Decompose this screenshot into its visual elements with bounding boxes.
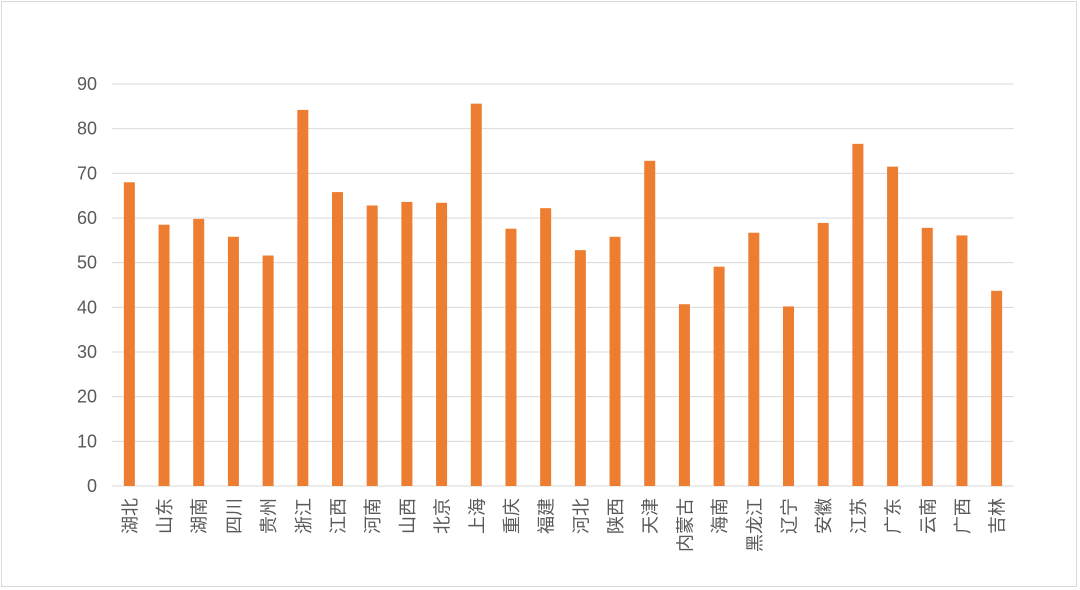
bar-内蒙古	[678, 304, 690, 486]
x-category-label: 辽宁	[780, 498, 801, 534]
bar-河南	[366, 205, 378, 486]
bar-重庆	[505, 228, 517, 486]
x-category-label: 吉林	[988, 498, 1009, 534]
x-category-label: 河北	[571, 498, 592, 534]
x-category-label: 山西	[398, 498, 419, 534]
x-category-label: 湖南	[190, 498, 211, 534]
bar-安徽	[817, 222, 829, 486]
bar-黑龙江	[748, 232, 760, 486]
x-category-label: 福建	[537, 498, 558, 534]
bar-浙江	[297, 109, 309, 486]
x-category-label: 河南	[363, 498, 384, 534]
x-category-label: 江西	[329, 498, 350, 534]
x-category-label: 浙江	[294, 498, 315, 534]
x-category-label: 山东	[155, 498, 176, 534]
bar-福建	[540, 208, 552, 486]
x-category-label: 云南	[918, 498, 939, 534]
bar-海南	[713, 266, 725, 486]
x-category-label: 内蒙古	[675, 498, 696, 552]
bar-贵州	[262, 255, 274, 486]
y-tick-label: 60	[77, 208, 97, 228]
y-tick-label: 90	[77, 74, 97, 94]
bar-云南	[921, 227, 933, 486]
bar-广西	[956, 235, 968, 486]
bar-四川	[227, 236, 239, 486]
y-tick-label: 70	[77, 163, 97, 183]
bar-湖南	[193, 218, 205, 487]
bar-山西	[401, 201, 413, 487]
x-category-label: 广东	[884, 498, 905, 534]
y-tick-label: 50	[77, 253, 97, 273]
x-category-label: 贵州	[259, 498, 280, 534]
x-category-label: 四川	[224, 498, 245, 534]
gridlines	[112, 83, 1014, 487]
bar-吉林	[991, 290, 1003, 486]
x-category-label: 湖北	[120, 498, 141, 534]
x-category-label: 北京	[433, 498, 454, 534]
x-category-label: 广西	[953, 498, 974, 534]
bar-河北	[574, 250, 586, 486]
bar-辽宁	[783, 306, 794, 486]
bar-江西	[332, 192, 343, 487]
bar-江苏	[852, 143, 864, 486]
bar-湖北	[123, 182, 135, 486]
bar-上海	[470, 103, 482, 487]
y-tick-label: 80	[77, 119, 97, 139]
bar-天津	[644, 160, 656, 486]
y-tick-label: 0	[87, 476, 97, 496]
y-tick-label: 30	[77, 342, 97, 362]
y-tick-label: 40	[77, 297, 97, 317]
x-category-label: 海南	[710, 498, 731, 534]
y-tick-label: 20	[77, 387, 97, 407]
y-axis-tick-labels: 0 10 20 30 40 50 60 70 80 90	[77, 74, 97, 496]
bar-山东	[158, 224, 170, 486]
x-category-label: 陕西	[606, 498, 627, 534]
x-category-label: 黑龙江	[745, 498, 766, 552]
x-category-label: 江苏	[849, 498, 870, 534]
bar-北京	[436, 202, 448, 486]
x-category-label: 上海	[467, 498, 488, 534]
bar-广东	[887, 166, 899, 486]
bars	[123, 103, 1003, 487]
y-tick-label: 10	[77, 431, 97, 451]
x-axis-category-labels: 湖北 山东 湖南 四川 贵州 浙江 江西 河南 山西 北京 上海 重庆 福建 河北 陕西 天津 内蒙古 海南 黑龙江…	[120, 498, 1008, 552]
x-category-label: 重庆	[502, 498, 523, 534]
bar-陕西	[609, 236, 621, 486]
x-category-label: 安徽	[814, 498, 835, 534]
x-category-label: 天津	[641, 498, 662, 534]
